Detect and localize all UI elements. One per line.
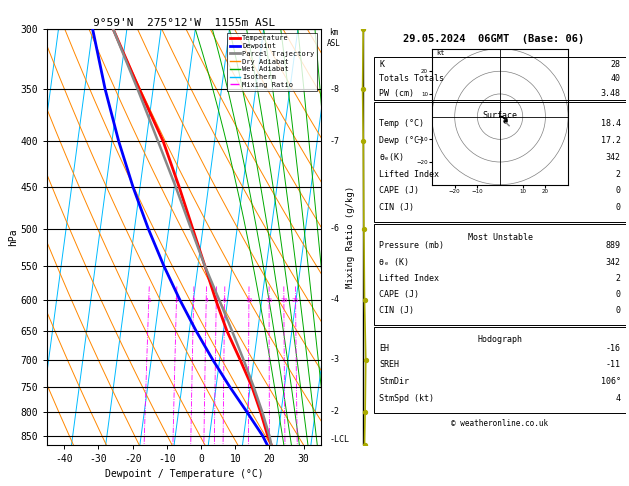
Text: -3: -3 xyxy=(330,355,340,364)
Text: PW (cm): PW (cm) xyxy=(379,88,415,98)
Text: -7: -7 xyxy=(330,137,340,146)
Text: kt: kt xyxy=(437,51,445,56)
Text: Dewp (°C): Dewp (°C) xyxy=(379,136,425,145)
Text: © weatheronline.co.uk: © weatheronline.co.uk xyxy=(452,419,548,428)
Text: 4: 4 xyxy=(204,298,208,303)
Text: -8: -8 xyxy=(330,85,340,94)
Text: 0: 0 xyxy=(616,186,621,195)
Text: 18.4: 18.4 xyxy=(601,120,621,128)
Point xyxy=(359,138,369,145)
Text: θₑ (K): θₑ (K) xyxy=(379,258,409,266)
Text: 6: 6 xyxy=(223,298,226,303)
Text: 889: 889 xyxy=(606,242,621,250)
Text: Totals Totals: Totals Totals xyxy=(379,74,444,83)
Text: K: K xyxy=(379,60,384,69)
Bar xyxy=(374,327,626,413)
Text: 29.05.2024  06GMT  (Base: 06): 29.05.2024 06GMT (Base: 06) xyxy=(403,34,584,44)
Text: Most Unstable: Most Unstable xyxy=(467,233,533,242)
Point xyxy=(358,86,368,93)
Text: 40: 40 xyxy=(611,74,621,83)
Text: Pressure (mb): Pressure (mb) xyxy=(379,242,444,250)
Text: CIN (J): CIN (J) xyxy=(379,306,415,315)
Text: SREH: SREH xyxy=(379,361,399,369)
Text: Lifted Index: Lifted Index xyxy=(379,170,439,178)
Text: -2: -2 xyxy=(330,407,340,417)
Text: 342: 342 xyxy=(606,258,621,266)
Point xyxy=(360,441,370,449)
Point xyxy=(360,408,370,416)
Text: θₑ(K): θₑ(K) xyxy=(379,153,404,162)
Bar xyxy=(374,224,626,325)
Text: 2: 2 xyxy=(616,170,621,178)
Text: Surface: Surface xyxy=(482,111,518,120)
Text: -16: -16 xyxy=(606,344,621,353)
X-axis label: Dewpoint / Temperature (°C): Dewpoint / Temperature (°C) xyxy=(104,469,264,479)
Point xyxy=(359,225,369,232)
Y-axis label: hPa: hPa xyxy=(8,228,18,246)
Text: Mixing Ratio (g/kg): Mixing Ratio (g/kg) xyxy=(346,186,355,288)
Text: 17.2: 17.2 xyxy=(601,136,621,145)
Text: 342: 342 xyxy=(606,153,621,162)
Text: 0: 0 xyxy=(616,203,621,212)
Legend: Temperature, Dewpoint, Parcel Trajectory, Dry Adiabat, Wet Adiabat, Isotherm, Mi: Temperature, Dewpoint, Parcel Trajectory… xyxy=(227,33,317,90)
Text: km
ASL: km ASL xyxy=(326,28,340,48)
Point xyxy=(359,25,369,33)
Bar xyxy=(374,102,626,222)
Text: -6: -6 xyxy=(330,224,340,233)
Text: 20: 20 xyxy=(280,298,287,303)
Bar xyxy=(374,57,626,100)
Text: 25: 25 xyxy=(292,298,299,303)
Title: 9°59'N  275°12'W  1155m ASL: 9°59'N 275°12'W 1155m ASL xyxy=(93,18,275,28)
Text: -4: -4 xyxy=(330,295,340,304)
Text: 28: 28 xyxy=(611,60,621,69)
Text: 10: 10 xyxy=(245,298,253,303)
Text: 0: 0 xyxy=(616,290,621,299)
Text: 2: 2 xyxy=(616,274,621,283)
Text: StmDir: StmDir xyxy=(379,377,409,386)
Text: StmSpd (kt): StmSpd (kt) xyxy=(379,394,434,403)
Point xyxy=(360,296,370,304)
Text: EH: EH xyxy=(379,344,389,353)
Point xyxy=(361,356,371,364)
Text: Hodograph: Hodograph xyxy=(477,335,523,344)
Text: CAPE (J): CAPE (J) xyxy=(379,186,420,195)
Text: 2: 2 xyxy=(174,298,178,303)
Text: CAPE (J): CAPE (J) xyxy=(379,290,420,299)
Text: 3: 3 xyxy=(192,298,196,303)
Text: 3.48: 3.48 xyxy=(601,88,621,98)
Text: 1: 1 xyxy=(147,298,150,303)
Text: 4: 4 xyxy=(616,394,621,403)
Text: -LCL: -LCL xyxy=(330,435,350,444)
Text: -11: -11 xyxy=(606,361,621,369)
Text: Lifted Index: Lifted Index xyxy=(379,274,439,283)
Text: 0: 0 xyxy=(616,306,621,315)
Text: 106°: 106° xyxy=(601,377,621,386)
Text: 15: 15 xyxy=(265,298,273,303)
Text: CIN (J): CIN (J) xyxy=(379,203,415,212)
Text: 5: 5 xyxy=(214,298,218,303)
Text: Temp (°C): Temp (°C) xyxy=(379,120,425,128)
